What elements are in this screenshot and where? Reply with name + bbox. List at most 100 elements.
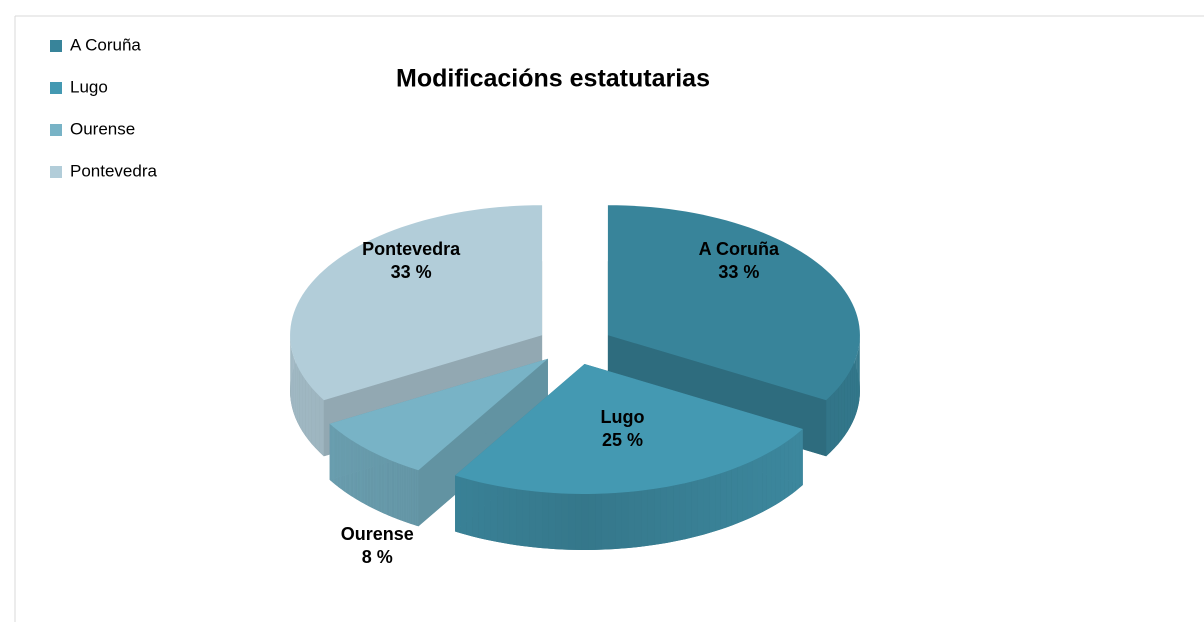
slice-wall <box>369 450 372 508</box>
slice-wall <box>466 478 473 537</box>
slice-wall <box>305 379 309 440</box>
legend-label: Pontevedra <box>70 161 157 180</box>
legend-label: Ourense <box>70 119 135 138</box>
slice-wall <box>726 469 732 528</box>
slice-wall <box>372 452 375 510</box>
slice-wall <box>472 480 479 538</box>
slice-wall <box>383 457 386 515</box>
slice-wall <box>359 445 362 502</box>
slice-wall <box>347 437 349 495</box>
slice-value: 25 % <box>602 430 643 450</box>
slice-wall <box>291 348 293 410</box>
slice-wall <box>731 467 738 526</box>
slice-wall <box>365 448 367 506</box>
slice-wall <box>608 493 616 550</box>
slice-value: 33 % <box>718 262 759 282</box>
slice-wall <box>715 473 721 532</box>
slice-wall <box>290 344 292 405</box>
slice-wall <box>349 439 352 497</box>
slice-wall <box>634 490 642 548</box>
slice-category: Lugo <box>601 407 645 427</box>
slice-wall <box>784 440 789 500</box>
slice-wall <box>542 492 549 549</box>
slice-wall <box>368 449 370 507</box>
slice-wall <box>771 448 776 508</box>
slice-wall <box>775 445 781 505</box>
slice-wall <box>850 366 853 428</box>
legend-swatch <box>50 82 62 94</box>
slice-top <box>329 358 548 471</box>
slice-wall <box>529 490 536 548</box>
slice-category: Ourense <box>341 524 414 544</box>
chart-title: Modificacións estatutarias <box>396 65 710 93</box>
slice-wall <box>402 464 405 522</box>
slice-wall <box>742 463 748 522</box>
slice-wall <box>841 379 845 440</box>
slice-category: A Coruña <box>699 239 780 259</box>
slice-wall <box>366 449 369 506</box>
slice-wall <box>344 435 347 493</box>
slice-wall <box>561 493 569 550</box>
slice-wall <box>361 445 363 503</box>
slice-wall <box>374 453 376 510</box>
slice-wall <box>780 443 785 502</box>
slice-wall <box>628 491 635 548</box>
slice-wall <box>568 493 576 550</box>
slice-wall <box>356 443 359 501</box>
slice-wall <box>703 476 710 535</box>
slice-wall <box>293 357 296 419</box>
legend-swatch <box>50 166 62 178</box>
slice-wall <box>856 353 858 414</box>
slice-wall <box>503 487 510 545</box>
slice-wall <box>308 383 312 445</box>
slice-wall <box>311 388 316 449</box>
slice-wall <box>595 493 602 550</box>
slice-wall <box>697 478 704 537</box>
slice-wall <box>666 485 674 543</box>
slice-wall <box>363 447 366 505</box>
slice-wall <box>615 492 622 550</box>
slice-wall <box>720 471 727 530</box>
slice-wall <box>362 446 364 504</box>
slice-wall <box>857 348 859 410</box>
slice-wall <box>826 396 831 457</box>
slice-wall <box>292 353 294 414</box>
slice-wall <box>709 475 716 533</box>
slice-wall <box>792 434 796 494</box>
slice-wall <box>522 489 530 547</box>
slice-wall <box>588 493 596 550</box>
slice-wall <box>858 344 860 405</box>
slice-wall <box>799 428 803 488</box>
slice-wall <box>315 392 320 453</box>
legend-swatch <box>50 124 62 136</box>
slice-wall <box>788 437 793 497</box>
slice-wall <box>388 459 391 517</box>
slice-wall <box>455 475 461 534</box>
slice-wall <box>354 441 356 499</box>
legend-label: Lugo <box>70 77 108 96</box>
slice-wall <box>484 483 491 541</box>
slice-wall <box>497 485 504 544</box>
slice-wall <box>319 396 324 457</box>
slice-wall <box>460 477 467 535</box>
slice-wall <box>679 483 686 541</box>
slice-wall <box>358 444 360 502</box>
slice-wall <box>737 465 743 524</box>
slice-wall <box>795 431 800 491</box>
slice-category: Pontevedra <box>362 239 461 259</box>
slice-wall <box>332 426 335 484</box>
slice-wall <box>409 467 412 524</box>
slice-wall <box>691 480 698 538</box>
slice-wall <box>747 460 753 520</box>
slice-wall <box>478 481 485 540</box>
slice-wall <box>516 489 523 546</box>
slice-wall <box>343 434 345 492</box>
slice-wall <box>330 424 332 482</box>
slice-value: 8 % <box>362 547 393 567</box>
slice-wall <box>371 451 373 509</box>
slice-wall <box>404 465 406 523</box>
slice-wall <box>416 469 419 527</box>
slice-wall <box>329 423 331 481</box>
slice-wall <box>838 383 842 445</box>
